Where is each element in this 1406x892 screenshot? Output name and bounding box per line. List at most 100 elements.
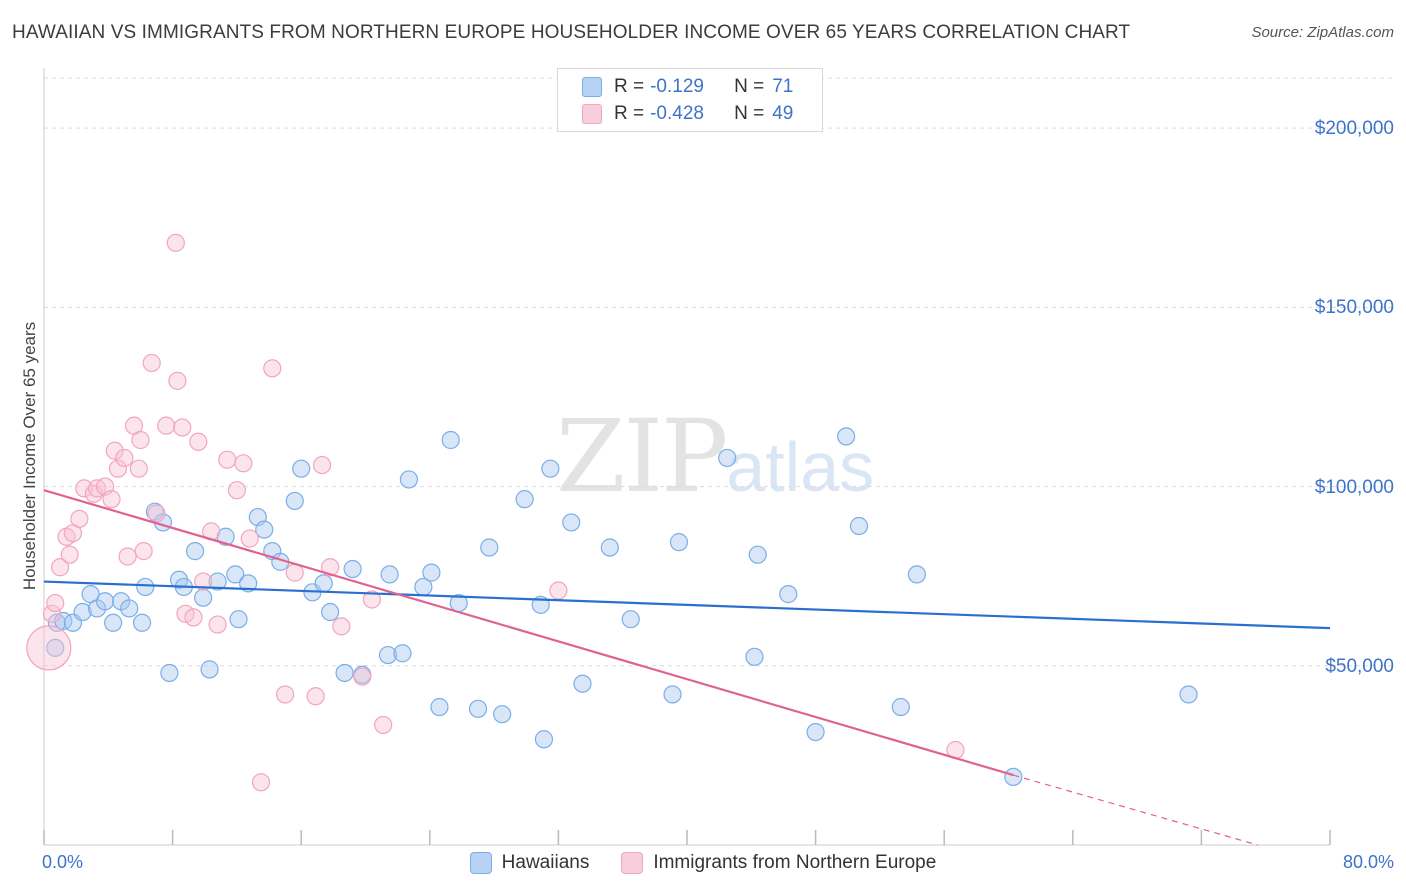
northern-europe-point (60, 545, 79, 564)
northern-europe-point (166, 233, 185, 252)
hawaiians-point (441, 430, 460, 450)
northern-europe-point (362, 590, 382, 609)
hawaiians-point (480, 538, 499, 557)
northern-europe-point (374, 715, 393, 735)
northern-europe-point (115, 448, 134, 468)
hawaiians-point (837, 427, 856, 446)
y-tick-label-150000: $150,000 (1314, 297, 1394, 319)
hawaiians-point (669, 533, 689, 552)
hawaiians-point (806, 723, 825, 742)
hawaiians-swatch (582, 77, 602, 97)
r-value: -0.428 (650, 103, 704, 124)
y-tick-label-50000: $50,000 (1325, 655, 1394, 677)
northern-europe-point (173, 418, 192, 437)
hawaiians-point (104, 613, 123, 632)
y-tick-label-200000: $200,000 (1314, 118, 1394, 140)
hawaiians-point (849, 516, 869, 536)
northern-europe-point (234, 454, 253, 473)
hawaiians-point (229, 610, 248, 629)
hawaiians-point (160, 663, 179, 683)
hawaiians-point (399, 470, 419, 489)
northern-europe-trend-line (43, 489, 1014, 777)
hawaiians-point (378, 645, 398, 665)
northern-europe-point (157, 416, 176, 435)
r-label: R = (614, 76, 645, 97)
hawaiians-point (136, 577, 155, 597)
hawaiians-point (380, 565, 399, 584)
northern-europe-point (75, 479, 94, 498)
northern-europe-point (353, 667, 372, 686)
legend-label-hawaiians: Hawaiians (501, 852, 590, 873)
hawaiians-point (393, 644, 412, 663)
watermark-main: ZIP (556, 398, 728, 515)
hawaiians-point (186, 542, 205, 561)
northern-europe-point (321, 558, 340, 577)
hawaiians-point (343, 559, 362, 579)
hawaiians-point (493, 705, 512, 724)
watermark-sub: atlas (726, 428, 875, 506)
hawaiians-trend-line (43, 580, 1331, 630)
hawaiians-point (73, 602, 92, 622)
hawaiians-point (779, 585, 798, 604)
hawaiians-point (194, 588, 213, 607)
watermark-logo: ZIPatlas (556, 398, 874, 515)
northern-europe-point (306, 687, 325, 706)
hawaiians-point (600, 538, 619, 557)
hawaiians-point (430, 697, 449, 717)
northern-europe-point (276, 685, 295, 704)
northern-europe-point (134, 542, 153, 561)
northern-europe-point (251, 773, 271, 792)
hawaiians-point (239, 574, 258, 593)
northern-europe-point (108, 459, 128, 478)
northern-europe-point (168, 371, 187, 390)
northern-europe-point (194, 572, 213, 591)
northern-europe-point (50, 558, 70, 577)
hawaiians-point (541, 459, 560, 478)
northern-europe-point (131, 430, 150, 450)
northern-europe-point (26, 625, 72, 671)
hawaiians-point (562, 513, 581, 532)
hawaiians-point (95, 592, 115, 611)
hawaiians-point (718, 448, 737, 468)
hawaiians-point (132, 613, 152, 632)
legend-label-northern-europe: Immigrants from Northern Europe (653, 852, 937, 873)
northern-europe-point (129, 459, 148, 478)
hawaiians-point (314, 574, 333, 593)
n-value: 71 (772, 76, 794, 97)
legend-swatch-northern-europe (621, 852, 644, 874)
northern-europe-point (142, 353, 161, 373)
legend-item-northern-europe[interactable]: Immigrants from Northern Europe (621, 852, 936, 874)
hawaiians-point (573, 674, 592, 693)
y-tick-label-100000: $100,000 (1314, 476, 1394, 498)
hawaiians-point (255, 520, 274, 539)
stats-row-hawaiians: R = -0.129 N = 71 (582, 74, 793, 100)
r-value: -0.129 (650, 76, 704, 97)
hawaiians-point (534, 730, 554, 749)
hawaiians-point (200, 660, 219, 679)
hawaiians-point (226, 565, 245, 584)
x-tick-label-max: 80.0% (1342, 852, 1394, 872)
northern-europe-point (70, 509, 89, 528)
hawaiians-point (468, 699, 488, 718)
hawaiians-point (208, 572, 227, 591)
northern-europe-point (118, 547, 137, 566)
northern-europe-point (105, 441, 124, 460)
n-value: 49 (772, 103, 794, 124)
hawaiians-point (47, 613, 66, 632)
hawaiians-point (335, 663, 354, 683)
hawaiians-point (663, 685, 682, 704)
hawaiians-point (748, 545, 767, 564)
legend-item-hawaiians[interactable]: Hawaiians (469, 852, 590, 874)
northern-europe-point (184, 608, 203, 627)
northern-europe-point (218, 450, 237, 469)
northern-europe-point (312, 455, 332, 475)
correlation-stats-box: R = -0.129 N = 71 R = -0.428 N = 49 (557, 68, 823, 132)
northern-europe-trend-extension (1013, 774, 1258, 846)
n-label: N = (734, 76, 765, 97)
hawaiians-point (321, 602, 340, 622)
hawaiians-point (46, 638, 65, 657)
northern-europe-point (84, 484, 103, 503)
northern-europe-point (549, 581, 568, 600)
northern-europe-point (240, 529, 259, 548)
x-tick-label-min: 0.0% (42, 852, 84, 872)
